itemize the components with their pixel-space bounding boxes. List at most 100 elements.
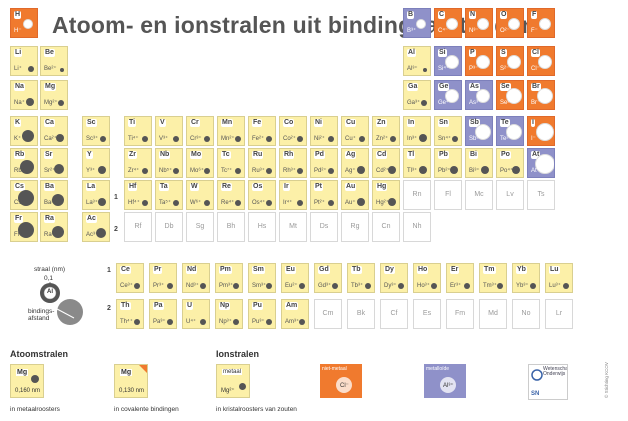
element-cell-ts: Ts xyxy=(527,180,555,210)
ion-label: Li⁺ xyxy=(14,66,22,72)
element-cell-cf: Cf xyxy=(380,299,408,329)
legend-nonmetal-label: niet-metaal xyxy=(322,366,347,372)
element-symbol: Am xyxy=(285,302,299,310)
element-cell-p: P P³⁻ xyxy=(465,46,493,76)
atom-radius-mark xyxy=(204,200,210,206)
atom-radius-mark xyxy=(297,200,303,206)
element-cell-sc: Sc Sc³⁺ xyxy=(82,116,110,146)
atom-radius-mark xyxy=(297,136,303,142)
element-cell-rf: Rf xyxy=(124,212,152,242)
element-symbol: Fr xyxy=(14,215,23,223)
element-symbol: Bh xyxy=(226,223,236,230)
element-symbol: Th xyxy=(120,302,131,310)
element-cell-k: K K⁺ xyxy=(10,116,38,146)
atom-radius-mark xyxy=(299,319,305,325)
element-cell-pb: Pb Pb²⁺ xyxy=(434,148,462,178)
element-symbol: Nd xyxy=(186,266,198,274)
element-symbol: Sr xyxy=(44,151,54,159)
element-symbol: Ti xyxy=(128,119,137,127)
element-symbol: Ac xyxy=(86,215,97,223)
credit-text: © Stichting KCOV xyxy=(604,362,609,398)
element-symbol: Ga xyxy=(407,83,419,91)
element-cell-mn: Mn Mn²⁺ xyxy=(217,116,245,146)
element-symbol: Gd xyxy=(318,266,330,274)
row-marker-1: 1 xyxy=(114,194,118,201)
element-symbol: W xyxy=(190,183,199,191)
element-symbol: Zn xyxy=(376,119,387,127)
element-symbol: Br xyxy=(531,83,541,91)
ion-label: K⁺ xyxy=(14,136,22,142)
element-symbol: Pr xyxy=(153,266,163,274)
element-symbol: Co xyxy=(283,119,295,127)
ion-radius-mark xyxy=(416,19,426,29)
atom-radius-mark xyxy=(266,168,272,174)
legend-metalloid-label: metalloïde xyxy=(426,366,450,372)
element-symbol: In xyxy=(407,119,416,127)
atom-radius-mark xyxy=(58,100,64,106)
ion-label: W⁶⁺ xyxy=(190,200,202,206)
atom-radius-mark xyxy=(235,168,241,174)
element-symbol: Bi xyxy=(469,151,478,159)
atom-radius-mark xyxy=(18,222,34,238)
element-symbol: La xyxy=(86,183,97,191)
element-symbol: Mo xyxy=(190,151,203,159)
element-symbol: Ru xyxy=(252,151,264,159)
element-symbol: Po xyxy=(500,151,511,159)
element-symbol: Hf xyxy=(128,183,138,191)
element-cell-fe: Fe Fe²⁺ xyxy=(248,116,276,146)
ion-radius-mark xyxy=(539,18,551,30)
element-cell-s: S S²⁻ xyxy=(496,46,524,76)
atom-radius-mark xyxy=(167,283,173,289)
page-title: Atoom- en ionstralen uit bindingsafstand… xyxy=(52,12,536,38)
element-cell-sb: Sb Sb³⁻ xyxy=(465,116,493,146)
element-symbol: F xyxy=(531,11,538,19)
ion-radius-mark xyxy=(537,88,553,104)
ion-label: Ra²⁺ xyxy=(44,232,57,238)
ion-label: Am³⁺ xyxy=(285,319,300,325)
element-cell-es: Es xyxy=(413,299,441,329)
element-cell-nd: Nd Nd³⁺ xyxy=(182,263,210,293)
element-symbol: Nh xyxy=(412,223,422,230)
ion-label: Os⁴⁺ xyxy=(252,200,266,206)
element-symbol: C xyxy=(438,11,446,19)
element-cell-bi: Bi Bi³⁺ xyxy=(465,148,493,178)
element-symbol: Ag xyxy=(345,151,357,159)
ion-label: Pb²⁺ xyxy=(438,168,451,174)
element-symbol: I xyxy=(531,119,535,127)
element-cell-v: V V³⁺ xyxy=(155,116,183,146)
ion-label: Ti⁴⁺ xyxy=(128,136,139,142)
element-cell-i: I I⁻ xyxy=(527,116,555,146)
ion-label: Tl³⁺ xyxy=(407,168,418,174)
element-cell-sn: Sn Sn⁴⁺ xyxy=(434,116,462,146)
atom-radius-mark xyxy=(464,283,470,289)
element-symbol: Rg xyxy=(350,223,360,230)
ion-label: B³⁺ xyxy=(407,28,417,34)
ion-label: Ho³⁺ xyxy=(417,283,430,289)
legend-covalent-caption: in covalente bindingen xyxy=(114,406,179,413)
atom-radius-mark xyxy=(26,98,34,106)
atom-radius-mark xyxy=(328,136,334,142)
atom-radius-mark xyxy=(359,136,365,142)
element-cell-fl: Fl xyxy=(434,180,462,210)
ion-label: Ag⁺ xyxy=(345,168,356,174)
ion-radius-mark xyxy=(538,55,552,69)
element-symbol: U xyxy=(186,302,194,310)
element-symbol: Pb xyxy=(438,151,449,159)
element-cell-fr: Fr Fr⁺ xyxy=(10,212,38,242)
legend-covalent-value: 0,130 nm xyxy=(119,388,145,394)
element-cell-pa: Pa Pa³⁺ xyxy=(149,299,177,329)
ion-label: V³⁺ xyxy=(159,136,169,142)
element-cell-br: Br Br⁻ xyxy=(527,80,555,110)
element-symbol: Li xyxy=(14,49,23,57)
element-cell-b: B B³⁺ xyxy=(403,8,431,38)
element-symbol: N xyxy=(469,11,477,19)
ion-label: Lu³⁺ xyxy=(549,283,561,289)
element-cell-pd: Pd Pd²⁺ xyxy=(310,148,338,178)
ion-label: Pt²⁺ xyxy=(314,200,325,206)
ion-label: Dy³⁺ xyxy=(384,283,397,289)
ion-label: Br⁻ xyxy=(531,100,541,106)
element-cell-dy: Dy Dy³⁺ xyxy=(380,263,408,293)
element-symbol: Bk xyxy=(356,310,366,317)
element-symbol: H xyxy=(14,11,22,19)
element-cell-lu: Lu Lu³⁺ xyxy=(545,263,573,293)
